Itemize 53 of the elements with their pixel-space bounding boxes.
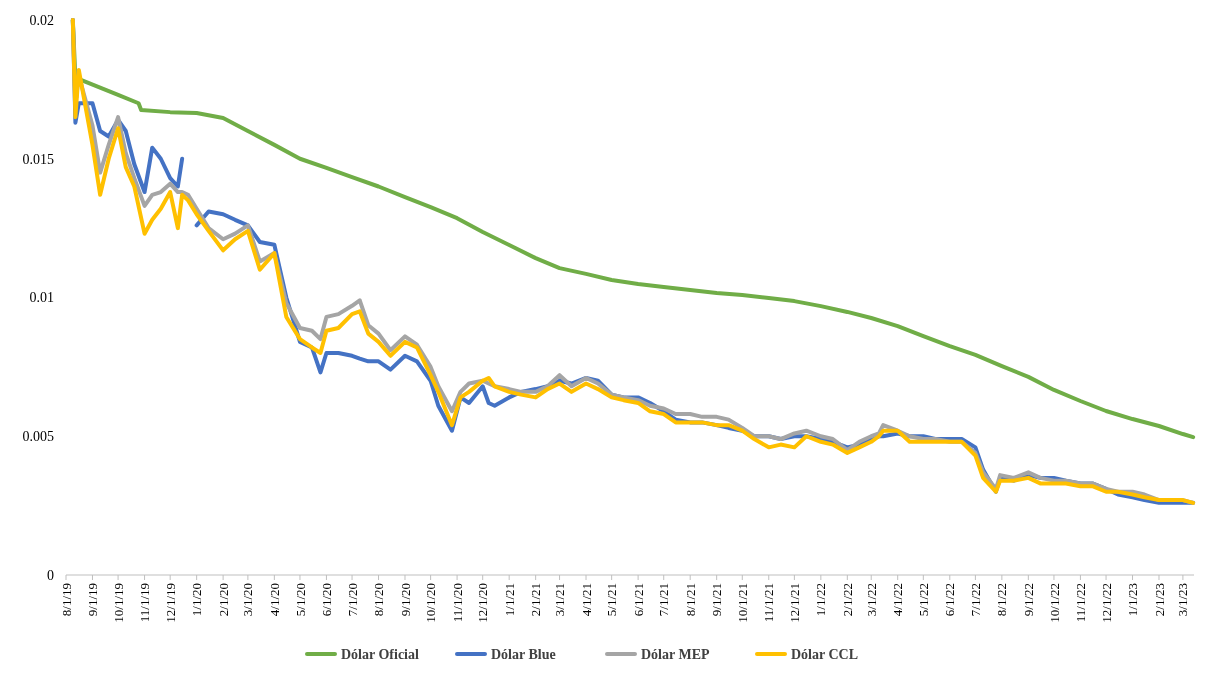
x-tick-label: 11/1/20 — [449, 583, 465, 623]
x-tick-label: 7/1/21 — [656, 583, 672, 617]
x-tick-label: 8/1/21 — [682, 583, 698, 617]
x-tick-label: 1/1/20 — [189, 583, 205, 617]
x-tick-label: 1/1/21 — [501, 583, 517, 617]
x-tick-label: 9/1/21 — [709, 583, 725, 617]
x-tick-label: 8/1/22 — [994, 583, 1010, 617]
x-tick-label: 12/1/19 — [162, 583, 178, 623]
x-tick-label: 4/1/22 — [890, 583, 906, 617]
x-tick-label: 2/1/23 — [1151, 583, 1167, 617]
x-tick-label: 5/1/22 — [915, 583, 931, 617]
x-tick-label: 1/1/23 — [1125, 583, 1141, 617]
x-tick-label: 12/1/21 — [786, 583, 802, 623]
x-tick-label: 6/1/22 — [942, 583, 958, 617]
x-tick-label: 2/1/20 — [215, 583, 231, 617]
x-tick-label: 3/1/23 — [1175, 583, 1191, 617]
x-tick-label: 7/1/22 — [967, 583, 983, 617]
y-tick-label: 0.005 — [22, 429, 54, 445]
x-tick-label: 2/1/22 — [839, 583, 855, 617]
x-tick-label: 3/1/21 — [552, 583, 568, 617]
y-tick-label: 0.02 — [29, 12, 54, 28]
x-tick-label: 12/1/20 — [475, 583, 491, 623]
legend-label: Dólar CCL — [791, 646, 859, 662]
x-tick-label: 9/1/22 — [1020, 583, 1036, 617]
x-tick-label: 4/1/20 — [266, 583, 282, 617]
y-tick-label: 0.01 — [29, 290, 54, 306]
legend-label: Dólar MEP — [641, 646, 711, 662]
x-tick-label: 11/1/19 — [137, 583, 153, 623]
x-tick-label: 10/1/22 — [1046, 583, 1062, 623]
x-tick-label: 2/1/21 — [528, 583, 544, 617]
x-tick-label: 3/1/22 — [863, 583, 879, 617]
x-tick-label: 7/1/20 — [344, 583, 360, 617]
x-tick-label: 12/1/22 — [1098, 583, 1114, 623]
x-tick-label: 10/1/19 — [110, 583, 126, 623]
y-tick-label: 0.015 — [22, 151, 54, 167]
x-tick-label: 4/1/21 — [578, 583, 594, 617]
x-tick-label: 8/1/19 — [58, 583, 74, 617]
x-tick-label: 3/1/20 — [240, 583, 256, 617]
x-tick-label: 1/1/22 — [813, 583, 829, 617]
x-tick-label: 5/1/20 — [292, 583, 308, 617]
x-tick-label: 11/1/22 — [1072, 583, 1088, 623]
legend-label: Dólar Oficial — [341, 646, 420, 662]
x-tick-label: 11/1/21 — [761, 583, 777, 623]
x-tick-label: 5/1/21 — [604, 583, 620, 617]
legend-label: Dólar Blue — [491, 646, 556, 662]
x-tick-label: 8/1/20 — [371, 583, 387, 617]
x-tick-label: 6/1/21 — [630, 583, 646, 617]
y-tick-label: 0 — [47, 567, 54, 583]
x-tick-label: 6/1/20 — [318, 583, 334, 617]
x-tick-label: 10/1/21 — [734, 583, 750, 623]
x-tick-label: 9/1/20 — [397, 583, 413, 617]
x-tick-label: 10/1/20 — [423, 583, 439, 623]
x-tick-label: 9/1/19 — [85, 583, 101, 617]
